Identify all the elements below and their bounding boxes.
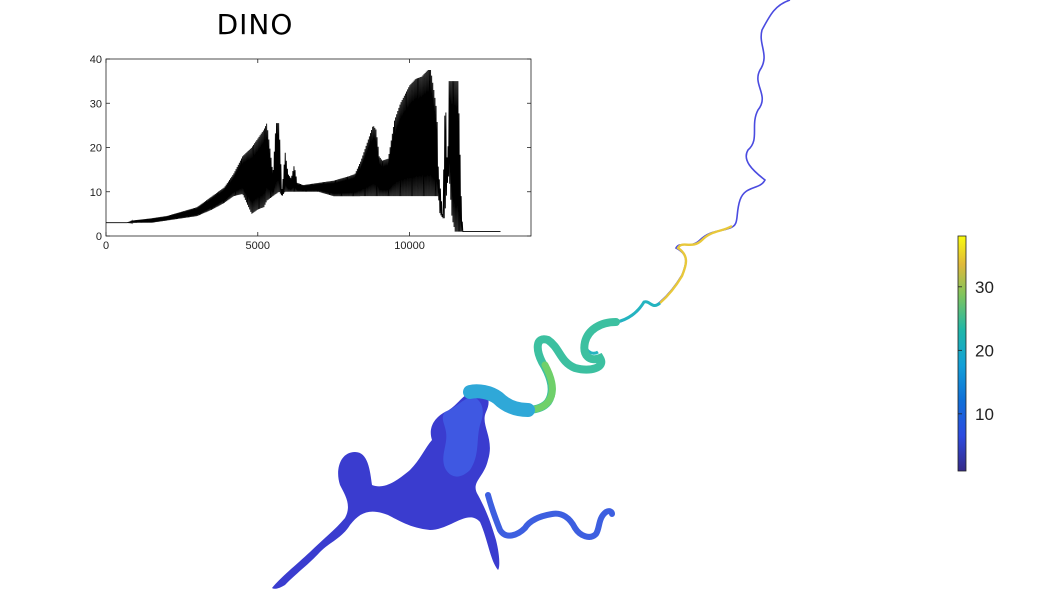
- y-tick-labels: 0 10 20 30 40: [90, 54, 102, 243]
- east-tributary: [485, 492, 615, 540]
- x-tick-label: 0: [103, 240, 109, 252]
- river-upstream: [619, 0, 791, 323]
- x-tick-label: 5000: [246, 240, 270, 252]
- estuary-body: [272, 391, 500, 589]
- colorbar: [957, 235, 967, 472]
- y-tick-label: 10: [90, 187, 102, 199]
- colorbar-tick-label: 10: [975, 405, 994, 424]
- colorbar-tick-label: 30: [975, 278, 994, 297]
- estuary-channel-upper: [463, 384, 535, 417]
- y-tick-label: 40: [90, 54, 102, 66]
- estuary-inner: [442, 396, 483, 477]
- chart-title: DINO: [216, 8, 294, 41]
- series-line: [106, 70, 501, 233]
- x-tick-label: 10000: [394, 240, 425, 252]
- y-tick-label: 0: [96, 231, 102, 243]
- colorbar-tick-label: 20: [975, 341, 994, 360]
- colorbar-ticks: 10 20 30: [958, 278, 994, 424]
- plot-axes: [105, 58, 532, 237]
- series-group: [106, 70, 501, 233]
- x-tick-labels: 0 5000 10000: [103, 240, 425, 252]
- river-yellow-reach: [659, 224, 733, 304]
- y-tick-label: 20: [90, 143, 102, 155]
- y-tick-label: 30: [90, 98, 102, 110]
- line-plot: 0 5000 10000 0 10 20 30 40: [90, 54, 532, 252]
